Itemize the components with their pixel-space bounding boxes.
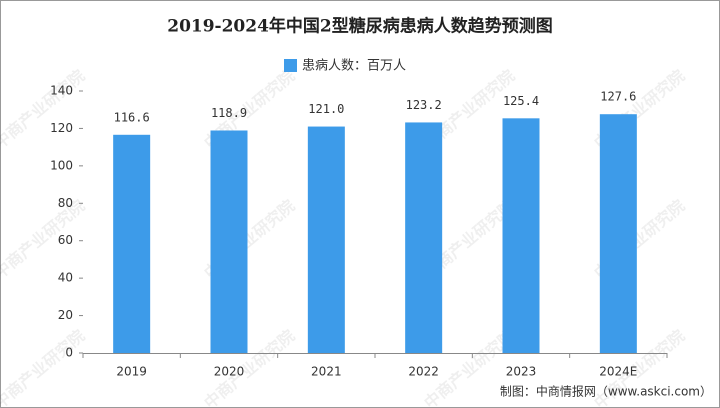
y-tick-label: 140 <box>50 84 73 98</box>
y-tick-label: 40 <box>58 271 73 285</box>
value-label: 118.9 <box>211 106 247 120</box>
x-tick-label: 2020 <box>214 365 245 379</box>
chart-title: 2019-2024年中国2型糖尿病患病人数趋势预测图 <box>167 16 553 37</box>
bar <box>210 130 248 353</box>
bar <box>307 126 345 353</box>
x-tick-label: 2021 <box>311 365 342 379</box>
x-tick-label: 2023 <box>506 365 537 379</box>
legend-swatch <box>284 59 297 72</box>
x-tick-label: 2024E <box>599 365 637 379</box>
value-label: 116.6 <box>114 110 150 124</box>
value-label: 121.0 <box>308 102 344 116</box>
y-tick-label: 20 <box>58 308 73 322</box>
legend-label: 患病人数：百万人 <box>302 59 406 74</box>
x-tick-label: 2019 <box>116 365 147 379</box>
y-tick-label: 0 <box>65 346 73 360</box>
y-tick-label: 100 <box>50 158 73 172</box>
bar <box>502 118 540 353</box>
bar <box>405 122 443 353</box>
y-tick-label: 60 <box>58 233 73 247</box>
bar <box>113 134 151 353</box>
value-label: 123.2 <box>406 98 442 112</box>
value-label: 125.4 <box>503 94 539 108</box>
y-tick-label: 80 <box>58 196 73 210</box>
x-tick-label: 2022 <box>408 365 439 379</box>
y-tick-label: 120 <box>50 121 73 135</box>
source: 制图：中商情报网（www.askci.com） <box>500 384 712 399</box>
bar <box>599 114 637 353</box>
value-label: 127.6 <box>600 90 636 104</box>
